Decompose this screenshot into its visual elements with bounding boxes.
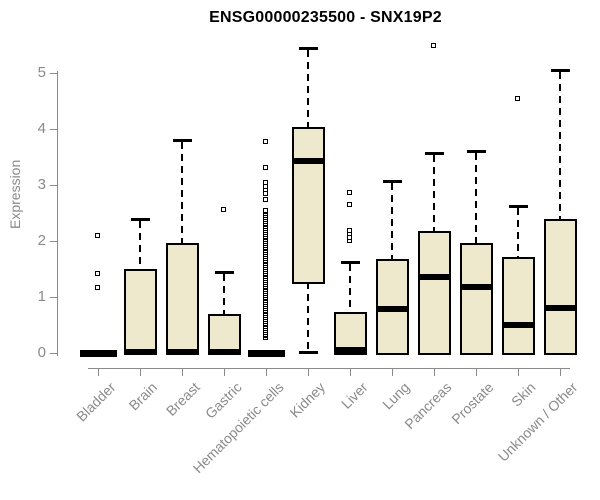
y-tick — [50, 241, 57, 242]
outlier-point — [263, 139, 268, 144]
whisker-upper-pancreas — [433, 155, 435, 231]
median-brain — [124, 349, 157, 355]
median-unknown-other — [544, 305, 577, 311]
whisker-cap-upper-pancreas — [425, 152, 444, 155]
whisker-cap-upper-kidney — [299, 47, 318, 50]
outlier-point — [95, 271, 100, 276]
outlier-point — [95, 285, 100, 290]
y-axis-line — [57, 71, 58, 356]
whisker-lower-kidney — [307, 282, 309, 351]
box-unknown-other — [544, 219, 577, 355]
y-tick-label: 0 — [37, 344, 46, 361]
x-tick — [308, 369, 309, 376]
x-tick — [476, 369, 477, 376]
x-tick — [266, 369, 267, 376]
outlier-point — [431, 43, 436, 48]
median-liver — [334, 347, 367, 353]
y-tick-label: 3 — [37, 176, 46, 193]
median-kidney — [292, 158, 325, 164]
box-kidney — [292, 127, 325, 284]
whisker-cap-upper-prostate — [467, 150, 486, 153]
median-breast — [166, 349, 199, 355]
whisker-upper-skin — [517, 208, 519, 257]
median-bladder — [80, 350, 117, 357]
whisker-upper-prostate — [475, 153, 477, 243]
x-tick — [350, 369, 351, 376]
box-skin — [502, 257, 535, 355]
whisker-upper-kidney — [307, 50, 309, 127]
x-tick — [140, 369, 141, 376]
outlier-point — [347, 190, 352, 195]
whisker-cap-upper-gastric — [215, 271, 234, 274]
box-breast — [166, 243, 199, 355]
whisker-cap-upper-skin — [509, 205, 528, 208]
median-pancreas — [418, 274, 451, 280]
y-tick — [50, 353, 57, 354]
outlier-point — [263, 180, 268, 185]
x-tick-label-unknown-other: Unknown / Other — [494, 379, 581, 465]
whisker-cap-upper-unknown-other — [551, 69, 570, 72]
median-hematopoietic-cells — [248, 350, 285, 357]
y-tick — [50, 73, 57, 74]
median-prostate — [460, 284, 493, 290]
y-tick-label: 5 — [37, 64, 46, 81]
x-tick-label-skin: Skin — [507, 379, 539, 410]
whisker-upper-brain — [139, 221, 141, 269]
y-tick-label: 2 — [37, 232, 46, 249]
whisker-upper-lung — [391, 183, 393, 259]
whisker-cap-upper-liver — [341, 261, 360, 264]
x-tick-label-lung: Lung — [378, 379, 413, 413]
y-tick-label: 4 — [37, 120, 46, 137]
y-tick — [50, 185, 57, 186]
x-tick-label-brain: Brain — [125, 379, 161, 414]
median-lung — [376, 306, 409, 312]
whisker-cap-upper-lung — [383, 180, 402, 183]
x-tick-label-liver: Liver — [337, 379, 371, 412]
box-brain — [124, 269, 157, 355]
y-tick — [50, 297, 57, 298]
x-tick — [182, 369, 183, 376]
whisker-upper-breast — [181, 142, 183, 243]
x-tick-label-prostate: Prostate — [448, 379, 497, 428]
outlier-point — [221, 207, 226, 212]
whisker-cap-upper-brain — [131, 218, 150, 221]
box-prostate — [460, 243, 493, 355]
x-tick-label-breast: Breast — [162, 379, 203, 419]
x-tick — [560, 369, 561, 376]
whisker-upper-gastric — [223, 274, 225, 314]
outlier-point — [95, 233, 100, 238]
outlier-point — [263, 197, 268, 202]
whisker-upper-liver — [349, 264, 351, 312]
x-tick — [98, 369, 99, 376]
x-tick — [392, 369, 393, 376]
outlier-point — [515, 96, 520, 101]
outlier-point — [263, 208, 268, 213]
whisker-cap-lower-kidney — [299, 351, 318, 354]
median-skin — [502, 322, 535, 328]
outlier-point — [347, 202, 352, 207]
whisker-cap-upper-breast — [173, 139, 192, 142]
x-axis-line — [88, 368, 570, 369]
x-tick — [224, 369, 225, 376]
x-tick-label-kidney: Kidney — [286, 379, 329, 421]
y-tick-label: 1 — [37, 288, 46, 305]
median-gastric — [208, 349, 241, 355]
y-tick — [50, 129, 57, 130]
outlier-point — [263, 165, 268, 170]
x-tick-label-bladder: Bladder — [72, 379, 119, 425]
whisker-upper-unknown-other — [559, 72, 561, 219]
box-pancreas — [418, 231, 451, 355]
outlier-point — [347, 228, 352, 233]
x-tick — [434, 369, 435, 376]
x-tick — [518, 369, 519, 376]
chart-title: ENSG00000235500 - SNX19P2 — [209, 9, 442, 26]
